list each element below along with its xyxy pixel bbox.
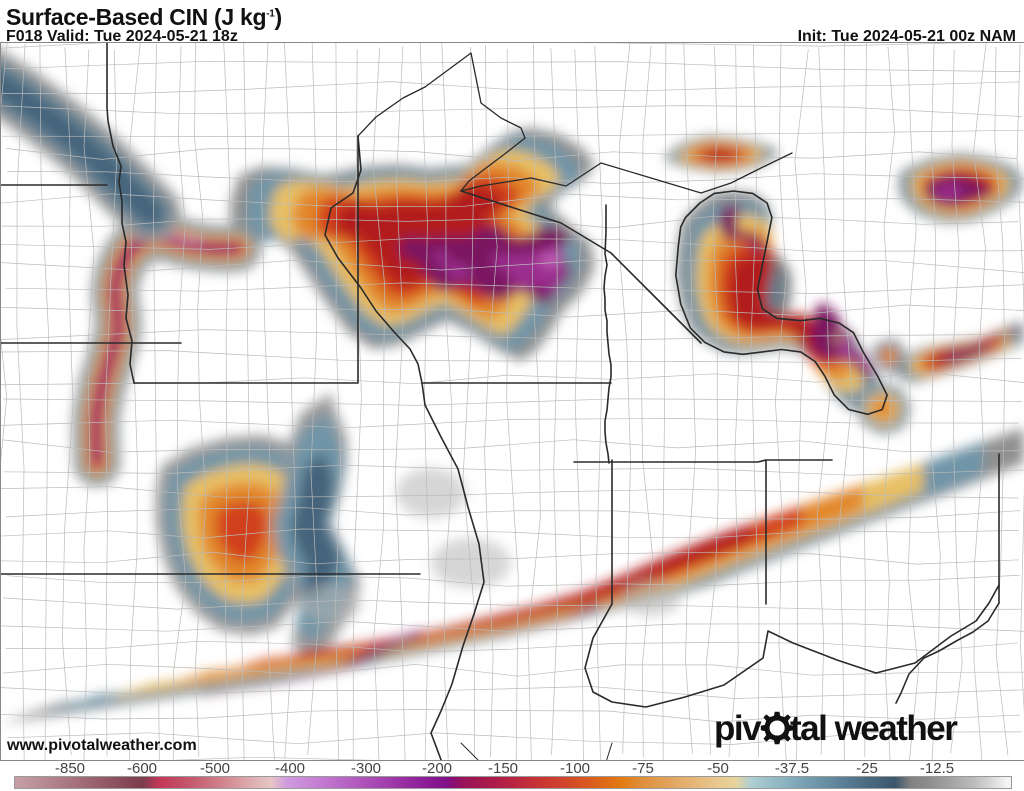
svg-text:www.pivotalweather.com: www.pivotalweather.com xyxy=(6,737,197,754)
svg-text:tal weather: tal weather xyxy=(790,709,958,748)
svg-text:piv: piv xyxy=(714,709,762,748)
